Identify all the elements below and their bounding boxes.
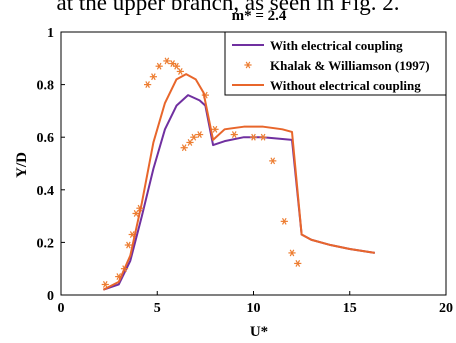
asterisk-stroke	[151, 73, 156, 81]
scatter-point	[211, 125, 219, 133]
x-tick-label: 0	[58, 301, 65, 316]
asterisk-stroke	[251, 133, 256, 141]
asterisk-stroke	[245, 61, 251, 69]
asterisk-stroke	[156, 62, 162, 70]
y-tick-label: 1	[47, 26, 54, 41]
scatter-point	[101, 281, 109, 288]
asterisk-stroke	[178, 68, 183, 75]
asterisk-stroke	[187, 139, 193, 146]
scatter-point	[196, 131, 204, 138]
scatter-point	[269, 157, 277, 165]
y-tick-label: 0.6	[37, 131, 55, 146]
asterisk-stroke	[145, 81, 150, 89]
y-tick-label: 0.8	[37, 79, 55, 94]
asterisk-stroke	[289, 249, 295, 257]
scatter-point	[163, 57, 171, 65]
x-tick-label: 15	[343, 301, 357, 316]
legend-marker-swatch	[244, 61, 252, 69]
x-tick-label: 20	[439, 301, 453, 316]
y-tick-label: 0.2	[37, 236, 55, 251]
x-axis: 0 5 10 15 20	[58, 291, 453, 316]
y-tick-label: 0.4	[37, 184, 55, 199]
scatter-point	[155, 62, 163, 70]
chart-title: m* = 2.4	[232, 8, 287, 24]
scatter-point	[176, 68, 184, 75]
scatter-point	[259, 133, 267, 141]
asterisk-stroke	[191, 133, 197, 141]
x-tick-label: 5	[154, 301, 161, 316]
scatter-point	[249, 133, 258, 141]
asterisk-stroke	[174, 62, 179, 70]
scatter-point	[132, 210, 140, 217]
scatter-point	[124, 241, 132, 249]
scatter-point	[180, 144, 188, 152]
x-tick-label: 10	[247, 301, 261, 316]
scatter-point	[288, 249, 296, 257]
asterisk-stroke	[129, 231, 135, 238]
asterisk-stroke	[212, 125, 218, 133]
asterisk-stroke	[231, 131, 237, 138]
asterisk-stroke	[295, 260, 301, 267]
scatter-point	[186, 139, 194, 146]
asterisk-stroke	[260, 133, 266, 141]
scatter-point	[190, 133, 198, 141]
y-axis-label: Y/D	[14, 152, 30, 178]
x-axis-label: U*	[250, 324, 268, 340]
clipped-caption-text: at the upper branch, as seen in Fig. 2.	[56, 0, 400, 15]
y-axis: 0 0.2 0.4 0.6 0.8 1	[37, 26, 65, 304]
scatter-point	[294, 260, 302, 267]
scatter-point	[172, 62, 181, 70]
asterisk-stroke	[126, 241, 131, 249]
scatter-point	[230, 131, 238, 138]
legend: With electrical coupling Khalak & William…	[224, 31, 447, 96]
asterisk-stroke	[281, 217, 287, 225]
asterisk-stroke	[170, 60, 175, 67]
legend-label: With electrical coupling	[270, 38, 403, 53]
asterisk-stroke	[197, 131, 202, 138]
asterisk-stroke	[133, 210, 139, 217]
scatter-point	[149, 73, 157, 81]
series-line-2	[102, 73, 375, 291]
asterisk-stroke	[164, 57, 170, 65]
legend-label: Without electrical coupling	[270, 78, 421, 93]
legend-label: Khalak & Williamson (1997)	[270, 58, 430, 73]
scatter-point	[144, 81, 152, 89]
asterisk-stroke	[102, 281, 108, 288]
series-layer	[101, 57, 375, 291]
scatter-point	[280, 217, 288, 225]
asterisk-stroke	[270, 157, 276, 165]
y-tick-label: 0	[47, 289, 54, 304]
asterisk-stroke	[116, 273, 122, 281]
asterisk-stroke	[181, 144, 187, 152]
